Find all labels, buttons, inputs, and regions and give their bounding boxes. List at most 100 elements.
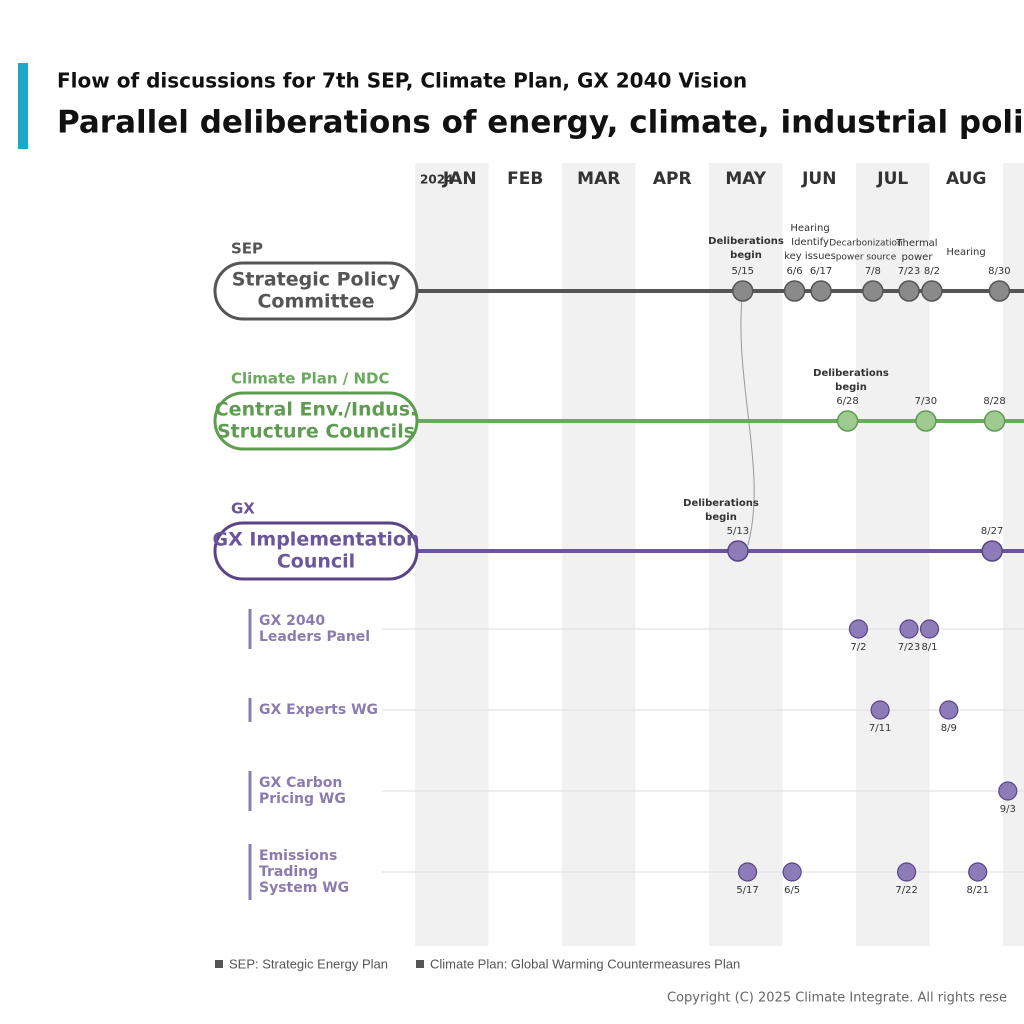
event-date: 8/2 [924, 266, 940, 277]
event-date: 7/2 [850, 642, 866, 653]
event-dot [783, 280, 806, 302]
sub-row-name: GX 2040 [259, 613, 325, 629]
event-date: 7/22 [895, 885, 917, 896]
row-category: GX [231, 500, 255, 518]
event-dot [968, 862, 988, 882]
event-note: begin [835, 382, 867, 393]
event-note: key issues [784, 251, 836, 262]
event-date: 6/6 [787, 266, 803, 277]
month-shade [856, 163, 930, 946]
event-dot [731, 280, 754, 302]
event-dot [981, 540, 1003, 562]
month-label: JUN [801, 169, 836, 189]
row-name: Central Env./Indus. [215, 399, 418, 421]
event-date: 7/30 [915, 396, 937, 407]
event-date: 6/5 [784, 885, 800, 896]
event-dot [919, 619, 940, 639]
footnote-bullet [416, 960, 424, 968]
event-date: 8/21 [966, 885, 988, 896]
row-name: Structure Councils [217, 421, 415, 443]
month-label: MAR [577, 169, 620, 189]
footnote-bullet [215, 960, 223, 968]
row-pill [213, 261, 419, 321]
connector [740, 290, 755, 546]
event-note: Identify [791, 237, 829, 248]
event-date: 8/30 [988, 266, 1010, 277]
sub-row-name: Trading [259, 864, 318, 880]
event-note: power [902, 252, 934, 263]
event-dot [782, 862, 802, 882]
event-note: Deliberations [813, 368, 889, 379]
event-dot [737, 862, 758, 882]
event-date: 7/23 [898, 642, 920, 653]
event-date: 7/8 [865, 266, 881, 277]
event-dot [939, 700, 959, 720]
event-date: 9/3 [1000, 804, 1016, 815]
event-dot [998, 781, 1018, 801]
sub-row-name: System WG [259, 880, 349, 896]
event-date: 7/23 [898, 266, 920, 277]
event-note: Deliberations [683, 498, 759, 509]
event-dot [988, 280, 1011, 302]
copyright: Copyright (C) 2025 Climate Integrate. Al… [667, 991, 1007, 1006]
month-shade [415, 163, 489, 946]
row-name: Council [277, 551, 355, 573]
event-date: 8/9 [941, 723, 957, 734]
subtitle: Flow of discussions for 7th SEP, Climate… [57, 69, 747, 93]
event-dot [897, 862, 917, 882]
event-dot [836, 410, 859, 432]
title: Parallel deliberations of energy, climat… [57, 105, 1024, 141]
event-note: begin [705, 512, 737, 523]
event-note: Thermal [895, 238, 937, 249]
event-note: Deliberations [708, 236, 784, 247]
row-name: GX Implementation [212, 529, 419, 551]
month-label: MAY [725, 169, 766, 189]
row-pill [213, 521, 419, 581]
month-label: JUL [876, 169, 908, 189]
event-date: 6/17 [810, 266, 832, 277]
month-shade [562, 163, 636, 946]
event-date: 5/17 [736, 885, 758, 896]
event-note: Decarbonization [829, 239, 903, 249]
sub-row-name: Pricing WG [259, 791, 346, 807]
row-category: Climate Plan / NDC [231, 370, 389, 388]
month-label: FEB [507, 169, 543, 189]
event-note: Hearing [790, 223, 829, 234]
event-dot [898, 280, 920, 302]
event-date: 8/28 [983, 396, 1005, 407]
event-dot [848, 619, 869, 639]
event-dot [983, 410, 1006, 432]
month-label: JAN [442, 169, 477, 189]
event-dot [727, 540, 749, 562]
event-date: 8/27 [981, 526, 1003, 537]
row-pill [213, 391, 419, 451]
event-date: 8/1 [921, 642, 937, 653]
event-date: 6/28 [836, 396, 858, 407]
sub-row-name: Leaders Panel [259, 629, 370, 645]
sub-row-name: GX Carbon [259, 775, 342, 791]
row-name: Committee [257, 291, 374, 313]
event-date: 5/15 [732, 266, 754, 277]
event-note: Hearing [946, 247, 985, 258]
month-label: AUG [946, 169, 986, 189]
event-date: 7/11 [869, 723, 891, 734]
month-shade [1003, 163, 1024, 946]
event-date: 5/13 [727, 526, 749, 537]
row-name: Strategic Policy [232, 269, 401, 291]
event-dot [810, 280, 832, 302]
event-dot [921, 280, 943, 302]
month-label: APR [653, 169, 692, 189]
event-dot [870, 700, 890, 720]
footnote: Climate Plan: Global Warming Countermeas… [430, 956, 740, 971]
event-dot [915, 410, 937, 432]
event-note: power source [836, 253, 897, 263]
sub-row-name: Emissions [259, 848, 337, 864]
event-dot [862, 280, 884, 302]
accent-bar [18, 63, 28, 149]
row-category: SEP [231, 240, 263, 258]
event-note: begin [730, 250, 762, 261]
event-dot [899, 619, 919, 639]
footnote: SEP: Strategic Energy Plan [229, 956, 388, 971]
